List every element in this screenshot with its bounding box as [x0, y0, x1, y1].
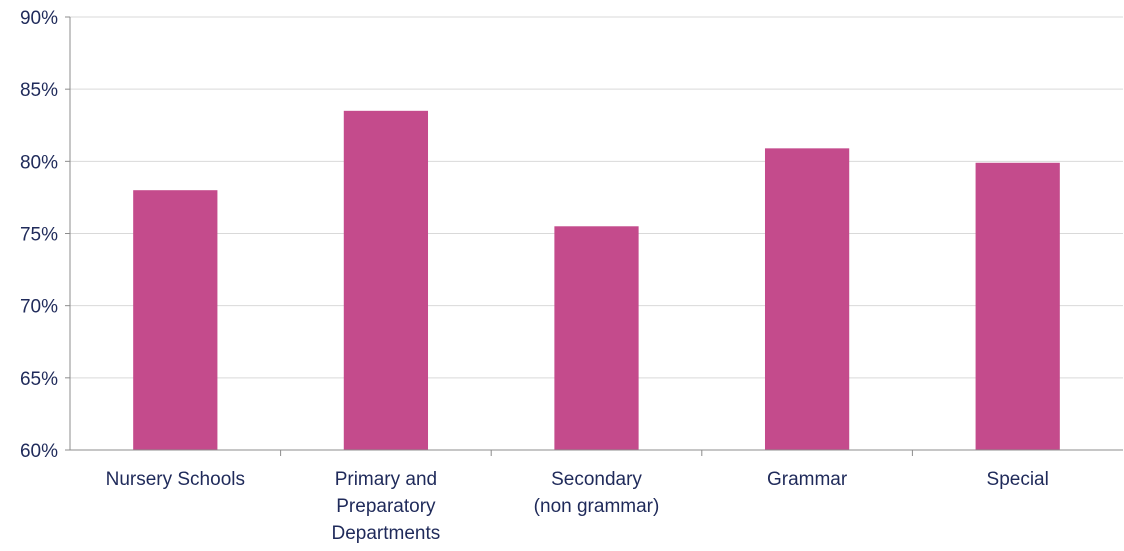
x-tick-label: Grammar: [767, 469, 848, 490]
y-tick-label: 90%: [20, 8, 58, 29]
bars: [133, 110, 1060, 451]
x-tick-label: Preparatory: [336, 496, 436, 517]
bar: [343, 110, 429, 451]
x-tick-label: Nursery Schools: [106, 469, 245, 490]
x-tick-label: Special: [987, 469, 1049, 490]
x-tick-label: Secondary: [551, 469, 642, 490]
bar: [133, 190, 218, 450]
x-tick-labels: Nursery Schools Primary and Preparatory Dep…: [106, 469, 1049, 544]
y-tick-label: 60%: [20, 441, 58, 462]
y-tick-label: 70%: [20, 297, 58, 318]
axes: [65, 16, 1123, 456]
bar: [764, 148, 850, 451]
y-tick-label: 85%: [20, 80, 58, 101]
y-tick-label: 65%: [20, 369, 58, 390]
x-tick-label: (non grammar): [534, 496, 660, 517]
y-tick-label: 75%: [20, 225, 58, 246]
y-tick-label: 80%: [20, 152, 58, 173]
y-tick-labels: 60% 65% 70% 75% 80% 85% 90%: [20, 8, 58, 462]
x-tick-label: Departments: [332, 523, 441, 544]
bar: [975, 162, 1060, 450]
x-tick-label: Primary and: [335, 469, 437, 490]
bar: [554, 226, 639, 450]
